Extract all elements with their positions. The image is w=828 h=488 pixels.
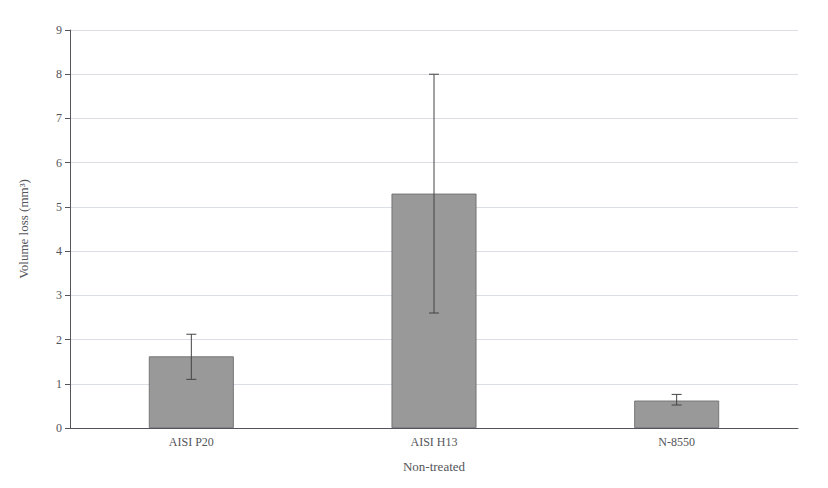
- svg-text:4: 4: [56, 244, 62, 258]
- svg-text:9: 9: [56, 23, 62, 37]
- svg-text:AISI P20: AISI P20: [169, 435, 214, 449]
- svg-text:Non-treated: Non-treated: [403, 459, 466, 474]
- svg-text:6: 6: [56, 156, 62, 170]
- svg-text:1: 1: [56, 377, 62, 391]
- svg-text:3: 3: [56, 288, 62, 302]
- svg-text:2: 2: [56, 333, 62, 347]
- svg-text:Volume loss (mm³): Volume loss (mm³): [16, 179, 31, 279]
- svg-text:5: 5: [56, 200, 62, 214]
- svg-text:8: 8: [56, 67, 62, 81]
- svg-text:N-8550: N-8550: [658, 435, 695, 449]
- svg-text:AISI H13: AISI H13: [411, 435, 458, 449]
- svg-text:0: 0: [56, 421, 62, 435]
- svg-text:7: 7: [56, 111, 62, 125]
